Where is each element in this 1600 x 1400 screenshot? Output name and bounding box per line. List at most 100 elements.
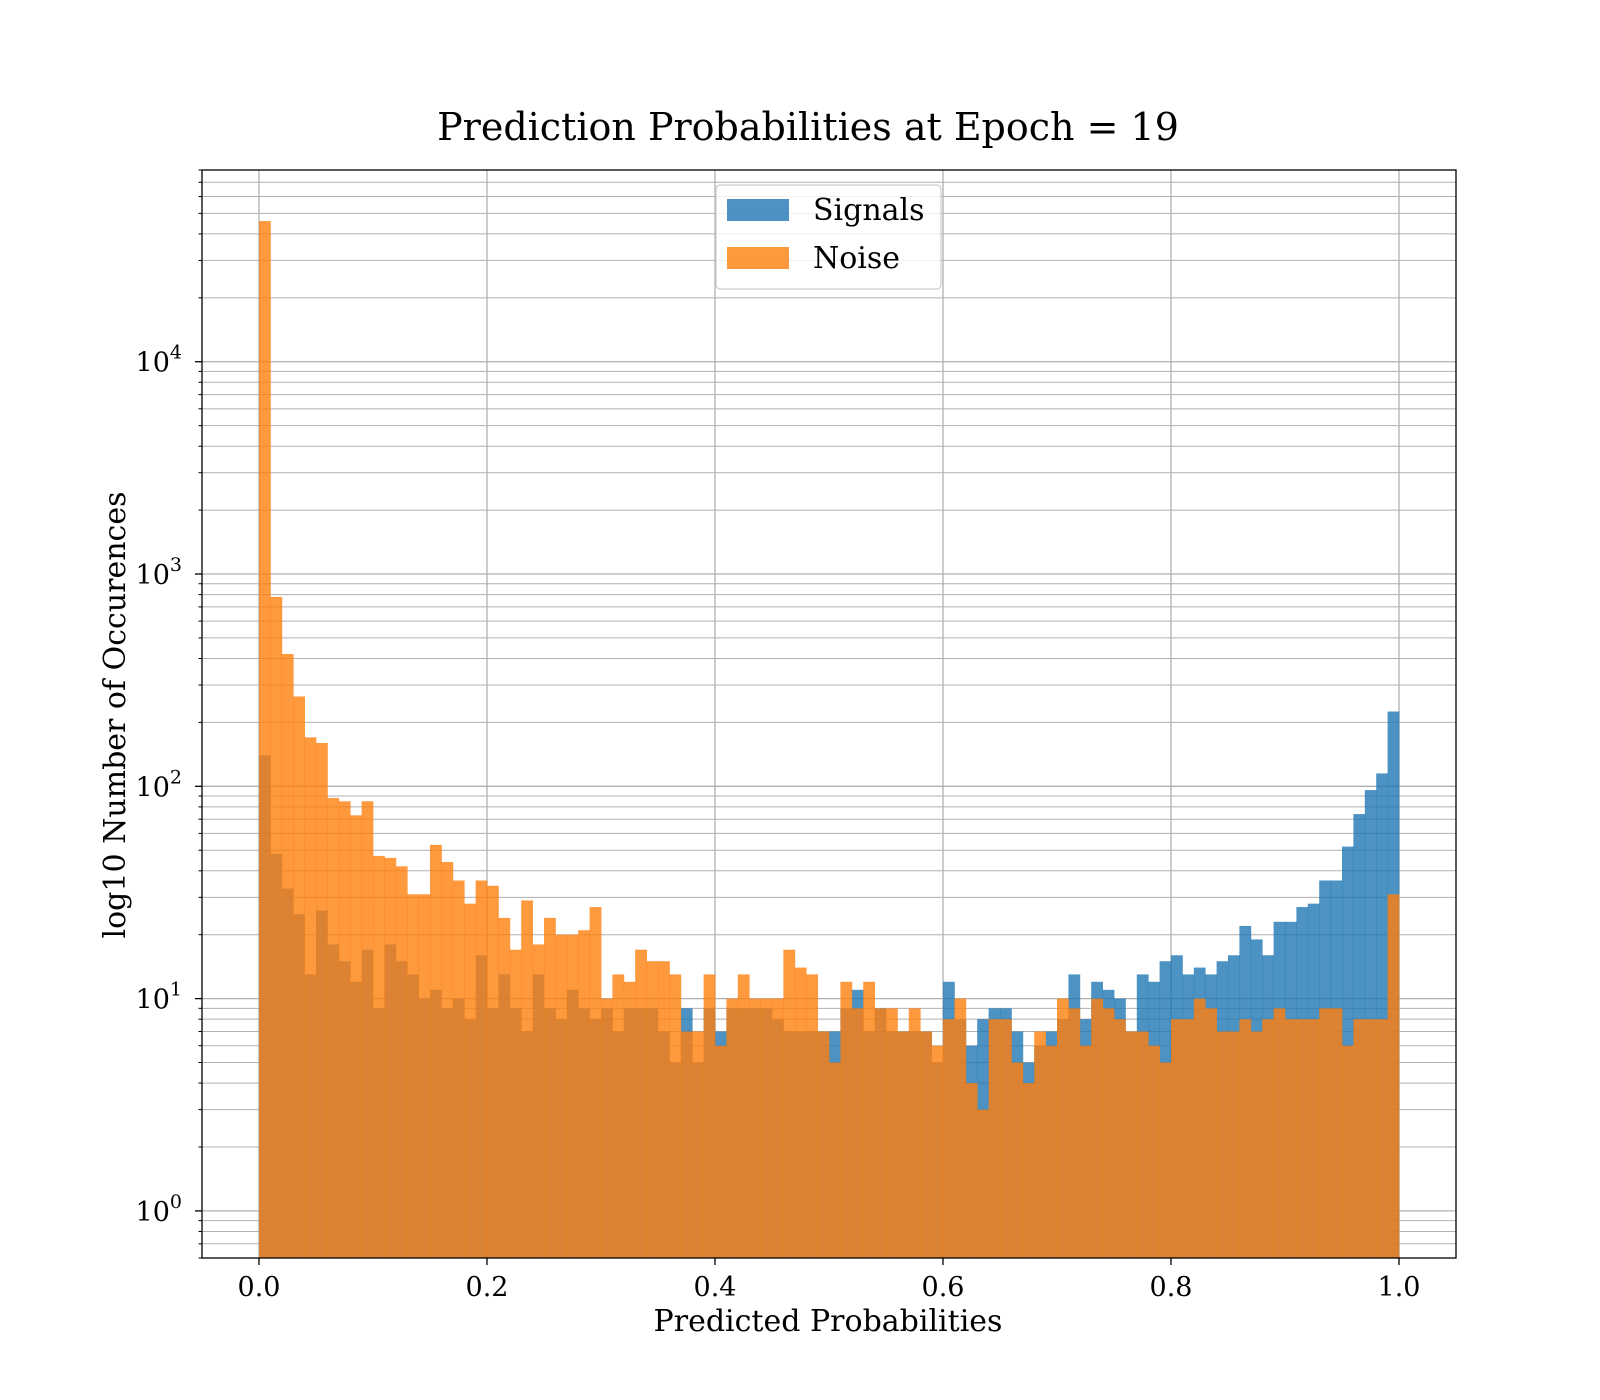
- bar-noise: [555, 934, 568, 1258]
- bar-noise: [726, 998, 739, 1258]
- bar-noise: [1285, 1019, 1297, 1258]
- chart-title: Prediction Probabilities at Epoch = 19: [437, 105, 1179, 149]
- bar-noise: [772, 998, 784, 1258]
- bar-noise: [407, 894, 419, 1258]
- bar-noise: [566, 934, 579, 1258]
- y-axis-label: log10 Number of Occurences: [98, 491, 133, 938]
- bar-noise: [886, 1008, 898, 1258]
- bar-noise: [920, 1031, 932, 1258]
- bar-noise: [851, 1008, 864, 1258]
- x-tick-label: 0.2: [466, 1272, 509, 1303]
- bar-noise: [259, 221, 271, 1258]
- x-tick-label: 0.4: [694, 1272, 737, 1303]
- bar-noise: [1273, 1008, 1286, 1258]
- bar-noise: [1000, 1019, 1012, 1258]
- x-tick-label: 0.0: [238, 1272, 281, 1303]
- bar-noise: [1239, 1019, 1252, 1258]
- bar-noise: [715, 1045, 727, 1258]
- bar-noise: [646, 961, 659, 1258]
- bar-noise: [965, 1083, 978, 1258]
- bar-noise: [1250, 1031, 1263, 1258]
- y-tick-label: 104: [136, 342, 182, 379]
- bar-noise: [623, 981, 636, 1258]
- bar-noise: [1114, 1019, 1126, 1258]
- bar-noise: [1342, 1045, 1354, 1258]
- bar-noise: [931, 1045, 944, 1258]
- y-tick-label: 102: [136, 766, 182, 803]
- bar-noise: [304, 737, 317, 1258]
- y-tick-label: 103: [136, 554, 182, 591]
- bar-noise: [361, 801, 374, 1258]
- bars-layer: [259, 221, 1400, 1258]
- bar-noise: [1216, 1031, 1229, 1258]
- bar-noise: [874, 1008, 887, 1258]
- bar-noise: [475, 880, 488, 1258]
- bar-noise: [1228, 1031, 1240, 1258]
- bar-noise: [760, 998, 773, 1258]
- bar-noise: [316, 742, 328, 1258]
- bar-noise: [384, 857, 397, 1258]
- bar-noise: [1330, 1008, 1343, 1258]
- bar-noise: [692, 1031, 704, 1258]
- bar-noise: [954, 998, 967, 1258]
- bar-noise: [1068, 1008, 1081, 1258]
- bar-noise: [1171, 1019, 1183, 1258]
- bar-noise: [1182, 1019, 1195, 1258]
- bar-noise: [578, 930, 590, 1258]
- bar-noise: [908, 1008, 921, 1258]
- bar-noise: [1022, 1083, 1035, 1258]
- bar-noise: [988, 1019, 1001, 1258]
- bar-noise: [430, 844, 442, 1258]
- bar-noise: [794, 967, 807, 1258]
- bar-noise: [395, 866, 408, 1258]
- bar-noise: [601, 998, 613, 1258]
- legend: Signals Noise: [715, 184, 942, 290]
- bar-noise: [612, 974, 625, 1258]
- bar-noise: [338, 801, 351, 1258]
- bar-noise: [1034, 1031, 1046, 1258]
- ticks-layer: 100 101 102 103 104 0.0 0.2 0.4 0.6 0.8 1.0: [136, 169, 1421, 1303]
- bar-noise: [1296, 1019, 1309, 1258]
- legend-swatch-signals: [727, 199, 789, 221]
- bar-noise: [737, 974, 750, 1258]
- plot-frame: [201, 169, 1457, 1259]
- bar-noise: [1193, 998, 1206, 1258]
- bar-signals: [1376, 773, 1388, 1258]
- y-tick-label: 100: [136, 1191, 182, 1228]
- bar-noise: [1307, 1019, 1320, 1258]
- bar-noise: [509, 949, 522, 1258]
- bar-noise: [452, 880, 465, 1258]
- bar-noise: [1091, 998, 1103, 1258]
- bar-noise: [293, 696, 305, 1258]
- bar-noise: [1376, 1019, 1388, 1258]
- bar-noise: [1136, 1031, 1149, 1258]
- bar-noise: [589, 907, 602, 1258]
- legend-label-signals: Signals: [813, 193, 925, 228]
- bar-noise: [521, 900, 533, 1258]
- bar-noise: [487, 885, 499, 1258]
- bar-noise: [418, 894, 431, 1258]
- bar-noise: [1011, 1062, 1024, 1258]
- bar-noise: [327, 798, 340, 1258]
- bar-noise: [281, 653, 294, 1258]
- axes-layer: [201, 169, 1457, 1259]
- bar-noise: [1319, 1008, 1331, 1258]
- bar-noise: [658, 961, 670, 1258]
- bar-noise: [441, 862, 454, 1258]
- bar-noise: [840, 981, 853, 1258]
- bar-noise: [1262, 1019, 1274, 1258]
- x-tick-label: 1.0: [1378, 1272, 1421, 1303]
- bar-noise: [817, 1031, 830, 1258]
- bar-noise: [1148, 1045, 1160, 1258]
- legend-swatch-noise: [727, 247, 789, 269]
- bar-noise: [977, 1109, 989, 1258]
- bar-noise: [1057, 998, 1069, 1258]
- bar-noise: [635, 949, 647, 1258]
- bar-noise: [1387, 894, 1400, 1258]
- bar-noise: [680, 1031, 693, 1258]
- bar-noise: [544, 917, 556, 1258]
- x-tick-label: 0.6: [922, 1272, 965, 1303]
- bar-noise: [1125, 1031, 1138, 1258]
